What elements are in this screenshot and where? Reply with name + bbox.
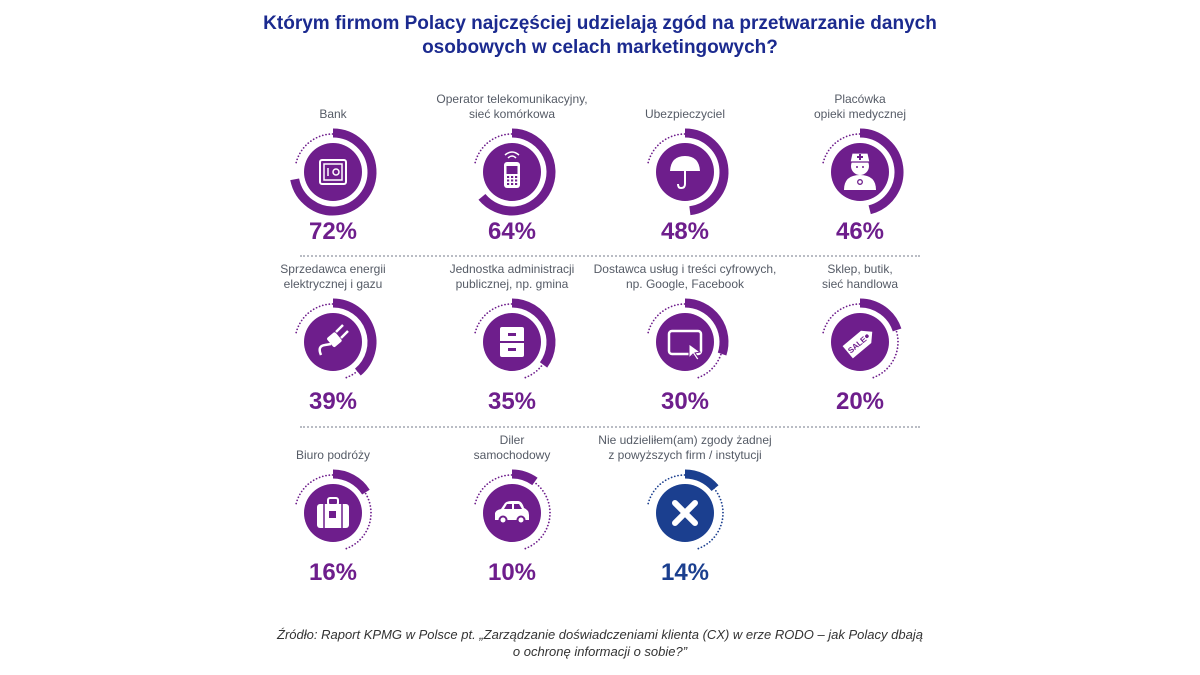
category-label: Placówka opieki medycznej <box>755 92 965 122</box>
category-label-line: Diler <box>499 433 525 447</box>
percent-label: 30% <box>660 388 710 415</box>
source-note: Źródło: Raport KPMG w Polsce pt. „Zarząd… <box>0 626 1200 660</box>
category-label-line: sieć handlowa <box>821 277 899 291</box>
nurse-icon <box>844 152 876 190</box>
value-arc <box>511 469 538 486</box>
category-label-line: Jednostka administracji <box>449 262 575 276</box>
category-item: Ubezpieczyciel 48% <box>580 92 790 246</box>
category-label-line: Sklep, butik, <box>827 262 893 276</box>
chart-title-line: osobowych w celach marketingowych? <box>422 37 778 58</box>
category-item: Sklep, butik, sieć handlowa SALE 20% <box>755 262 965 416</box>
car-icon <box>495 501 529 525</box>
category-label-line: np. Google, Facebook <box>625 277 745 291</box>
tablet-icon <box>667 329 703 361</box>
category-label-line: z powyższych firm / instytucji <box>608 448 762 462</box>
safe-icon <box>319 159 347 185</box>
value-arc <box>290 128 377 216</box>
radial-progress <box>647 128 729 216</box>
x-mark-icon <box>672 500 698 526</box>
category-label-line: opieki medycznej <box>813 107 907 121</box>
percent-label: 16% <box>308 559 358 586</box>
row-separator <box>300 255 920 257</box>
category-label-line: Nie udzieliłem(am) zgody żadnej <box>598 433 772 447</box>
filing-cabinet-icon <box>500 327 524 357</box>
category-label: Dostawca usług i treści cyfrowych, np. Go… <box>580 262 790 292</box>
chart-title-line: Którym firmom Polacy najczęściej udziela… <box>263 13 937 34</box>
category-item: Biuro podróży 16% <box>228 433 438 587</box>
category-label: Jednostka administracji publicznej, np. g… <box>407 262 617 292</box>
source-line: o ochronę informacji o sobie?” <box>512 644 688 659</box>
category-item: Diler samochodowy 10% <box>407 433 617 587</box>
category-label-line: sieć komórkowa <box>468 107 556 121</box>
category-label: Sprzedawca energii elektrycznej i gazu <box>228 262 438 292</box>
category-label-line: Bank <box>319 107 347 121</box>
category-label: Biuro podróży <box>228 448 438 463</box>
category-label-line: Sprzedawca energii <box>280 262 386 276</box>
mobile-phone-icon <box>504 151 520 188</box>
category-item: Jednostka administracji publicznej, np. g… <box>407 262 617 416</box>
category-label: Operator telekomunikacyjny, sieć komórkow… <box>407 92 617 122</box>
value-arc <box>332 469 370 495</box>
category-item: Bank 72% <box>228 92 438 246</box>
radial-progress: SALE <box>822 298 902 379</box>
power-plug-icon <box>318 324 349 356</box>
suitcase-icon <box>317 497 349 528</box>
value-arc <box>684 298 729 356</box>
value-arc <box>859 128 904 215</box>
row-separator <box>300 426 920 428</box>
value-arc <box>684 469 719 492</box>
category-item: Sprzedawca energii elektrycznej i gazu 39% <box>228 262 438 416</box>
category-label-line: elektrycznej i gazu <box>283 277 383 291</box>
category-label: Bank <box>228 107 438 122</box>
category-label-line: Placówka <box>834 92 886 106</box>
category-label-line: Operator telekomunikacyjny, <box>436 92 588 106</box>
percent-label: 72% <box>308 218 358 245</box>
category-label-line: Ubezpieczyciel <box>644 107 726 121</box>
value-arc <box>859 298 902 332</box>
radial-progress <box>474 469 551 550</box>
percent-label: 10% <box>487 559 537 586</box>
category-label: Diler samochodowy <box>407 433 617 463</box>
percent-label: 20% <box>835 388 885 415</box>
percent-label: 39% <box>308 388 358 415</box>
category-label: Sklep, butik, sieć handlowa <box>755 262 965 292</box>
value-arc <box>511 298 556 368</box>
category-label-line: Dostawca usług i treści cyfrowych, <box>593 262 777 276</box>
category-label-line: samochodowy <box>473 448 551 462</box>
percent-label: 14% <box>660 559 710 586</box>
radial-progress <box>474 298 556 379</box>
radial-progress <box>295 469 372 550</box>
radial-progress <box>474 128 556 216</box>
percent-label: 48% <box>660 218 710 245</box>
value-arc <box>478 128 556 216</box>
category-label: Ubezpieczyciel <box>580 107 790 122</box>
umbrella-icon <box>670 156 700 190</box>
category-item: Nie udzieliłem(am) zgody żadnej z powyższ… <box>580 433 790 587</box>
category-label-line: publicznej, np. gmina <box>455 277 569 291</box>
source-line: Źródło: Raport KPMG w Polsce pt. „Zarząd… <box>277 627 923 642</box>
radial-progress <box>822 128 904 215</box>
category-label-line: Biuro podróży <box>295 448 371 462</box>
category-item: Placówka opieki medycznej 46% <box>755 92 965 246</box>
category-label: Nie udzieliłem(am) zgody żadnej z powyższ… <box>580 433 790 463</box>
value-arc <box>684 128 729 216</box>
chart-title: Którym firmom Polacy najczęściej udziela… <box>0 12 1200 60</box>
icon-disc <box>656 313 714 371</box>
radial-progress <box>647 469 724 550</box>
percent-label: 46% <box>835 218 885 245</box>
radial-progress <box>295 298 377 379</box>
value-arc <box>332 298 377 376</box>
category-item: Operator telekomunikacyjny, sieć komórkow… <box>407 92 617 246</box>
percent-label: 64% <box>487 218 537 245</box>
percent-label: 35% <box>487 388 537 415</box>
radial-progress <box>647 298 729 379</box>
radial-progress <box>290 128 377 216</box>
category-item: Dostawca usług i treści cyfrowych, np. Go… <box>580 262 790 416</box>
